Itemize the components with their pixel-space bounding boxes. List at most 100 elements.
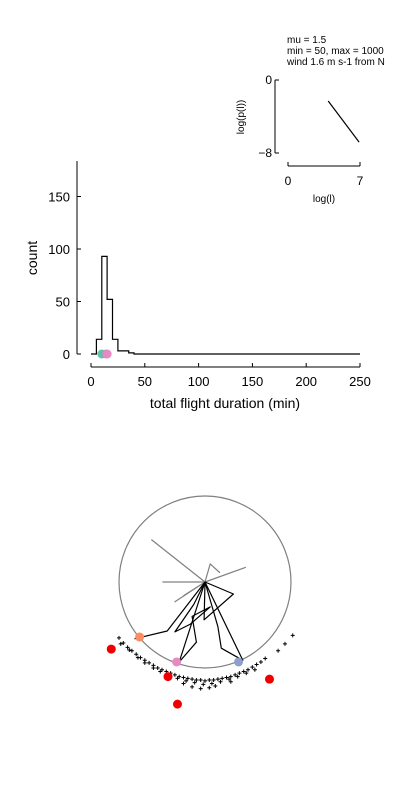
landing-cross: [250, 665, 255, 670]
inset-x-tick-label: 7: [357, 174, 364, 188]
landing-crosses: [117, 633, 295, 691]
landing-cross: [252, 667, 257, 672]
histogram-x-tick-label: 100: [188, 374, 210, 389]
landing-cross: [263, 656, 268, 661]
inset-x-tick-label: 0: [285, 174, 292, 188]
landing-dot: [106, 644, 116, 654]
landing-cross: [258, 659, 263, 664]
annotation-line-1: mu = 1.5: [287, 35, 327, 46]
landing-dot: [265, 674, 274, 684]
landing-cross: [155, 666, 160, 670]
histogram-step-line: [91, 255, 360, 355]
landing-cross: [228, 674, 233, 679]
histogram-x-tick-label: 200: [295, 374, 317, 389]
histogram-y-tick-label: 50: [56, 295, 70, 310]
histogram-marker: [102, 349, 112, 359]
histogram-y-tick-label: 150: [48, 190, 70, 205]
landing-cross: [142, 660, 147, 665]
landing-cross: [134, 652, 139, 657]
landing-cross: [220, 676, 225, 681]
histogram-x-tick-label: 50: [138, 374, 152, 389]
inset-series-line: [327, 100, 360, 143]
annotation: mu = 1.5 min = 50, max = 1000 wind 1.6 m…: [286, 35, 385, 68]
landing-dot: [163, 672, 173, 682]
histogram-steps: [91, 255, 360, 355]
landing-dot: [234, 657, 244, 667]
inset-y-tick-label: 0: [265, 73, 272, 87]
inset-plot: 0 −8 0 7 log(l) log(p(l)): [236, 73, 364, 205]
landing-cross: [118, 641, 123, 646]
landing-cross: [201, 682, 206, 687]
arena-circle: [118, 495, 292, 669]
histogram-y-axis-label: count: [24, 241, 40, 275]
histogram-x-tick-label: 0: [87, 374, 94, 389]
landing-cross: [276, 648, 281, 653]
landing-cross: [181, 675, 186, 680]
annotation-line-3: wind 1.6 m s-1 from N: [286, 57, 385, 68]
inset-series: [327, 100, 360, 143]
landing-cross: [209, 681, 214, 686]
landing-cross: [185, 676, 190, 681]
landing-cross: [233, 672, 238, 677]
landing-cross: [207, 685, 212, 690]
flight-path-2: [134, 581, 244, 663]
inset-y-tick-label: −8: [258, 146, 272, 160]
landing-cross: [237, 671, 242, 676]
flight-path-1: [151, 539, 246, 603]
histogram-x-tick-label: 150: [242, 374, 264, 389]
landing-cross: [246, 667, 250, 672]
flight-paths: [134, 539, 246, 663]
histogram-axes: 0 50 100 150 0 50 100 150 200 250: [48, 161, 371, 389]
landing-cross: [198, 686, 203, 691]
landing-cross: [129, 648, 134, 653]
landing-cross: [190, 677, 195, 682]
landing-cross: [241, 669, 246, 674]
landing-dot: [172, 657, 182, 667]
histogram-y-tick-label: 100: [48, 242, 70, 257]
landing-cross: [227, 677, 232, 682]
histogram-x-axis-label: total flight duration (min): [150, 395, 300, 411]
landing-cross: [228, 679, 233, 684]
histogram-y-tick-label: 0: [63, 347, 70, 362]
landing-cross: [135, 655, 140, 660]
landing-cross: [172, 672, 177, 677]
histogram-markers: [97, 349, 112, 359]
landing-cross: [192, 680, 197, 685]
landing-cross: [147, 660, 152, 665]
landing-cross: [244, 671, 249, 676]
landing-cross: [151, 666, 156, 670]
landing-cross: [207, 678, 212, 683]
landing-cross: [117, 635, 121, 640]
landing-cross: [213, 684, 218, 689]
landing-cross: [211, 678, 216, 683]
landing-dot: [135, 632, 145, 642]
landing-cross: [125, 645, 130, 650]
landing-dots: [106, 632, 274, 709]
landing-cross: [194, 678, 199, 683]
landing-cross: [127, 647, 132, 652]
landing-cross: [254, 662, 259, 667]
landing-dot: [172, 699, 182, 709]
landing-cross: [158, 669, 163, 674]
landing-cross: [218, 679, 223, 684]
landing-cross: [282, 641, 287, 646]
landing-cross: [184, 678, 189, 683]
landing-cross: [190, 684, 195, 689]
landing-cross: [181, 681, 186, 686]
annotation-line-2: min = 50, max = 1000: [287, 46, 384, 57]
landing-cross: [235, 674, 240, 679]
histogram-plot: 0 50 100 150 0 50 100 150 200 250 total flight du…: [24, 161, 371, 411]
landing-cross: [290, 633, 295, 638]
landing-cross: [198, 678, 203, 683]
landing-cross: [121, 641, 126, 646]
inset-y-axis-label: log(p(l)): [236, 100, 247, 134]
landing-cross: [203, 678, 207, 683]
landing-cross: [175, 676, 180, 681]
landing-cross: [224, 675, 229, 680]
histogram-x-tick-label: 250: [349, 374, 371, 389]
inset-x-axis-label: log(l): [313, 194, 335, 205]
flight-track-map: [106, 495, 295, 709]
inset-axes: 0 −8 0 7: [258, 73, 363, 188]
landing-cross: [215, 677, 220, 682]
